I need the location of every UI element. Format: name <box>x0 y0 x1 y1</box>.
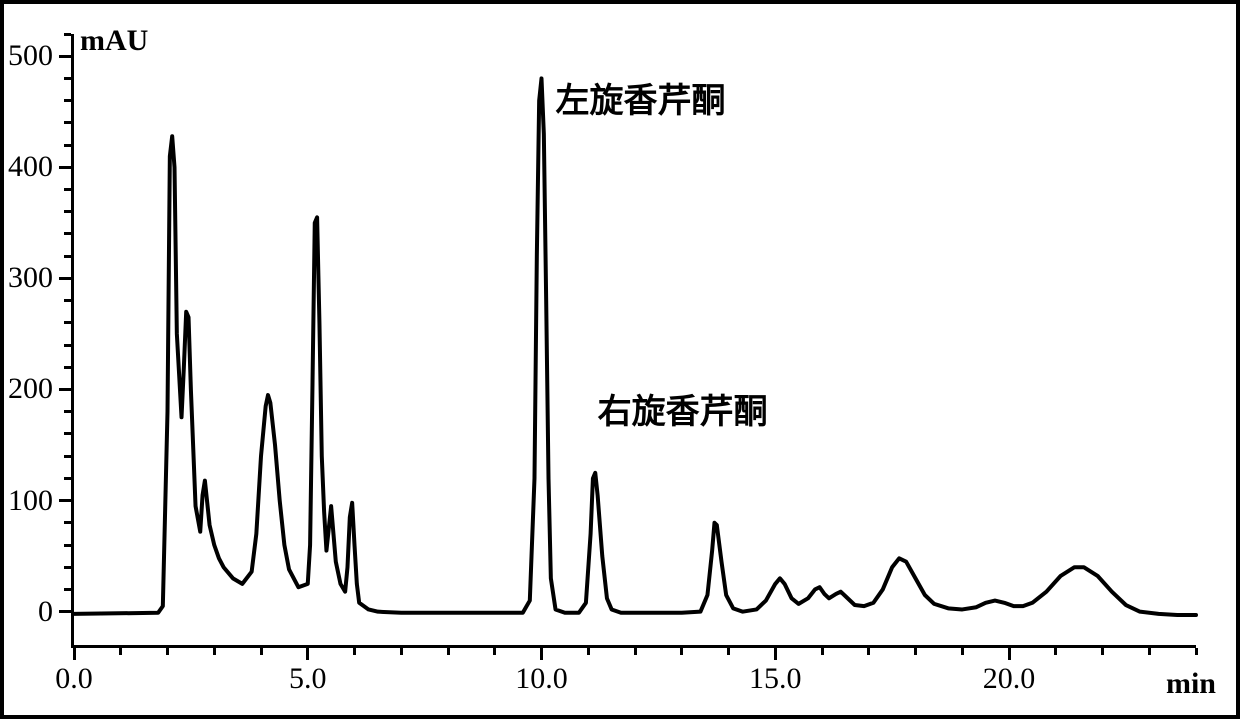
y-tick-label: 0 <box>38 595 53 629</box>
x-minor-tick <box>1054 648 1057 655</box>
y-minor-tick <box>64 77 71 80</box>
peak-label: 右旋香芹酮 <box>598 384 768 433</box>
chromatogram-path <box>74 78 1196 615</box>
y-minor-tick <box>64 521 71 524</box>
y-minor-tick <box>64 455 71 458</box>
x-major-tick <box>540 648 543 660</box>
y-minor-tick <box>64 477 71 480</box>
x-minor-tick <box>119 648 122 655</box>
y-major-tick <box>59 499 71 502</box>
x-minor-tick <box>353 648 356 655</box>
y-major-tick <box>59 166 71 169</box>
y-minor-tick <box>64 33 71 36</box>
y-axis-unit: mAU <box>80 24 148 58</box>
x-minor-tick <box>166 648 169 655</box>
y-tick-label: 300 <box>8 261 53 295</box>
y-minor-tick <box>64 566 71 569</box>
x-tick-label: 20.0 <box>983 662 1036 696</box>
y-minor-tick <box>64 210 71 213</box>
y-minor-tick <box>64 255 71 258</box>
y-minor-tick <box>64 144 71 147</box>
y-tick-label: 200 <box>8 372 53 406</box>
y-minor-tick <box>64 121 71 124</box>
y-tick-label: 500 <box>8 39 53 73</box>
x-minor-tick <box>961 648 964 655</box>
y-minor-tick <box>64 410 71 413</box>
y-minor-tick <box>64 588 71 591</box>
x-axis-unit: min <box>1166 667 1216 701</box>
y-major-tick <box>59 55 71 58</box>
x-minor-tick <box>447 648 450 655</box>
y-minor-tick <box>64 99 71 102</box>
x-minor-tick <box>680 648 683 655</box>
y-minor-tick <box>64 432 71 435</box>
x-minor-tick <box>213 648 216 655</box>
y-tick-label: 100 <box>8 484 53 518</box>
x-major-tick <box>1008 648 1011 660</box>
x-minor-tick <box>1101 648 1104 655</box>
y-minor-tick <box>64 232 71 235</box>
y-major-tick <box>59 277 71 280</box>
y-minor-tick <box>64 188 71 191</box>
chart-frame: mAU min 0 100 200 300 400 500 0.0 5.0 10.0 15.0 20… <box>0 0 1240 719</box>
x-minor-tick <box>1195 648 1198 655</box>
x-major-tick <box>774 648 777 660</box>
x-minor-tick <box>260 648 263 655</box>
y-minor-tick <box>64 344 71 347</box>
x-major-tick <box>73 648 76 660</box>
peak-label: 左旋香芹酮 <box>556 73 726 122</box>
y-major-tick <box>59 388 71 391</box>
x-minor-tick <box>1148 648 1151 655</box>
y-minor-tick <box>64 544 71 547</box>
x-minor-tick <box>400 648 403 655</box>
y-minor-tick <box>64 299 71 302</box>
y-axis-line <box>71 34 74 648</box>
x-minor-tick <box>914 648 917 655</box>
y-minor-tick <box>64 366 71 369</box>
y-tick-label: 400 <box>8 150 53 184</box>
y-major-tick <box>59 610 71 613</box>
x-tick-label: 5.0 <box>289 662 327 696</box>
y-minor-tick <box>64 321 71 324</box>
x-minor-tick <box>587 648 590 655</box>
x-minor-tick <box>634 648 637 655</box>
x-tick-label: 10.0 <box>515 662 568 696</box>
x-minor-tick <box>867 648 870 655</box>
x-minor-tick <box>727 648 730 655</box>
x-tick-label: 15.0 <box>749 662 802 696</box>
plot-area <box>74 34 1196 645</box>
x-minor-tick <box>821 648 824 655</box>
x-major-tick <box>306 648 309 660</box>
x-minor-tick <box>493 648 496 655</box>
chromatogram-trace <box>74 34 1196 645</box>
x-tick-label: 0.0 <box>55 662 93 696</box>
